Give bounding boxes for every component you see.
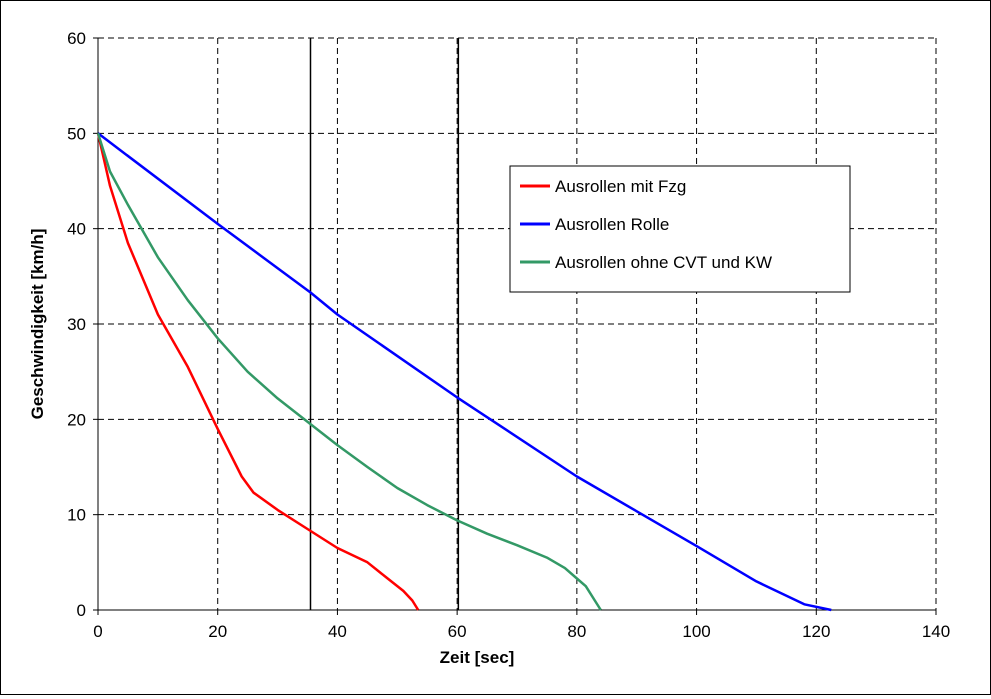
series-line-2 xyxy=(97,132,832,612)
y-tick-label: 60 xyxy=(67,29,86,48)
y-tick-label: 40 xyxy=(67,220,86,239)
y-tick-label: 10 xyxy=(67,506,86,525)
x-tick-label: 20 xyxy=(208,622,227,641)
series-line-3 xyxy=(96,132,602,611)
x-tick-label: 80 xyxy=(567,622,586,641)
x-axis-title: Zeit [sec] xyxy=(440,648,515,667)
y-tick-label: 0 xyxy=(77,601,86,620)
x-tick-label: 100 xyxy=(682,622,710,641)
y-axis-title: Geschwindigkeit [km/h] xyxy=(28,229,47,420)
x-tick-label: 60 xyxy=(448,622,467,641)
x-tick-label: 140 xyxy=(922,622,950,641)
x-tick-label: 120 xyxy=(802,622,830,641)
x-tick-label: 0 xyxy=(93,622,102,641)
legend-box xyxy=(509,165,851,293)
y-tick-label: 20 xyxy=(67,410,86,429)
plot-area xyxy=(98,38,936,610)
x-tick-label: 40 xyxy=(328,622,347,641)
y-tick-label: 30 xyxy=(67,315,86,334)
series-line-1 xyxy=(96,133,420,611)
legend-label-3: Ausrollen ohne CVT und KW xyxy=(555,253,772,272)
legend-label-2: Ausrollen Rolle xyxy=(555,215,669,234)
y-tick-label: 50 xyxy=(67,124,86,143)
legend-label-1: Ausrollen mit Fzg xyxy=(555,177,686,196)
